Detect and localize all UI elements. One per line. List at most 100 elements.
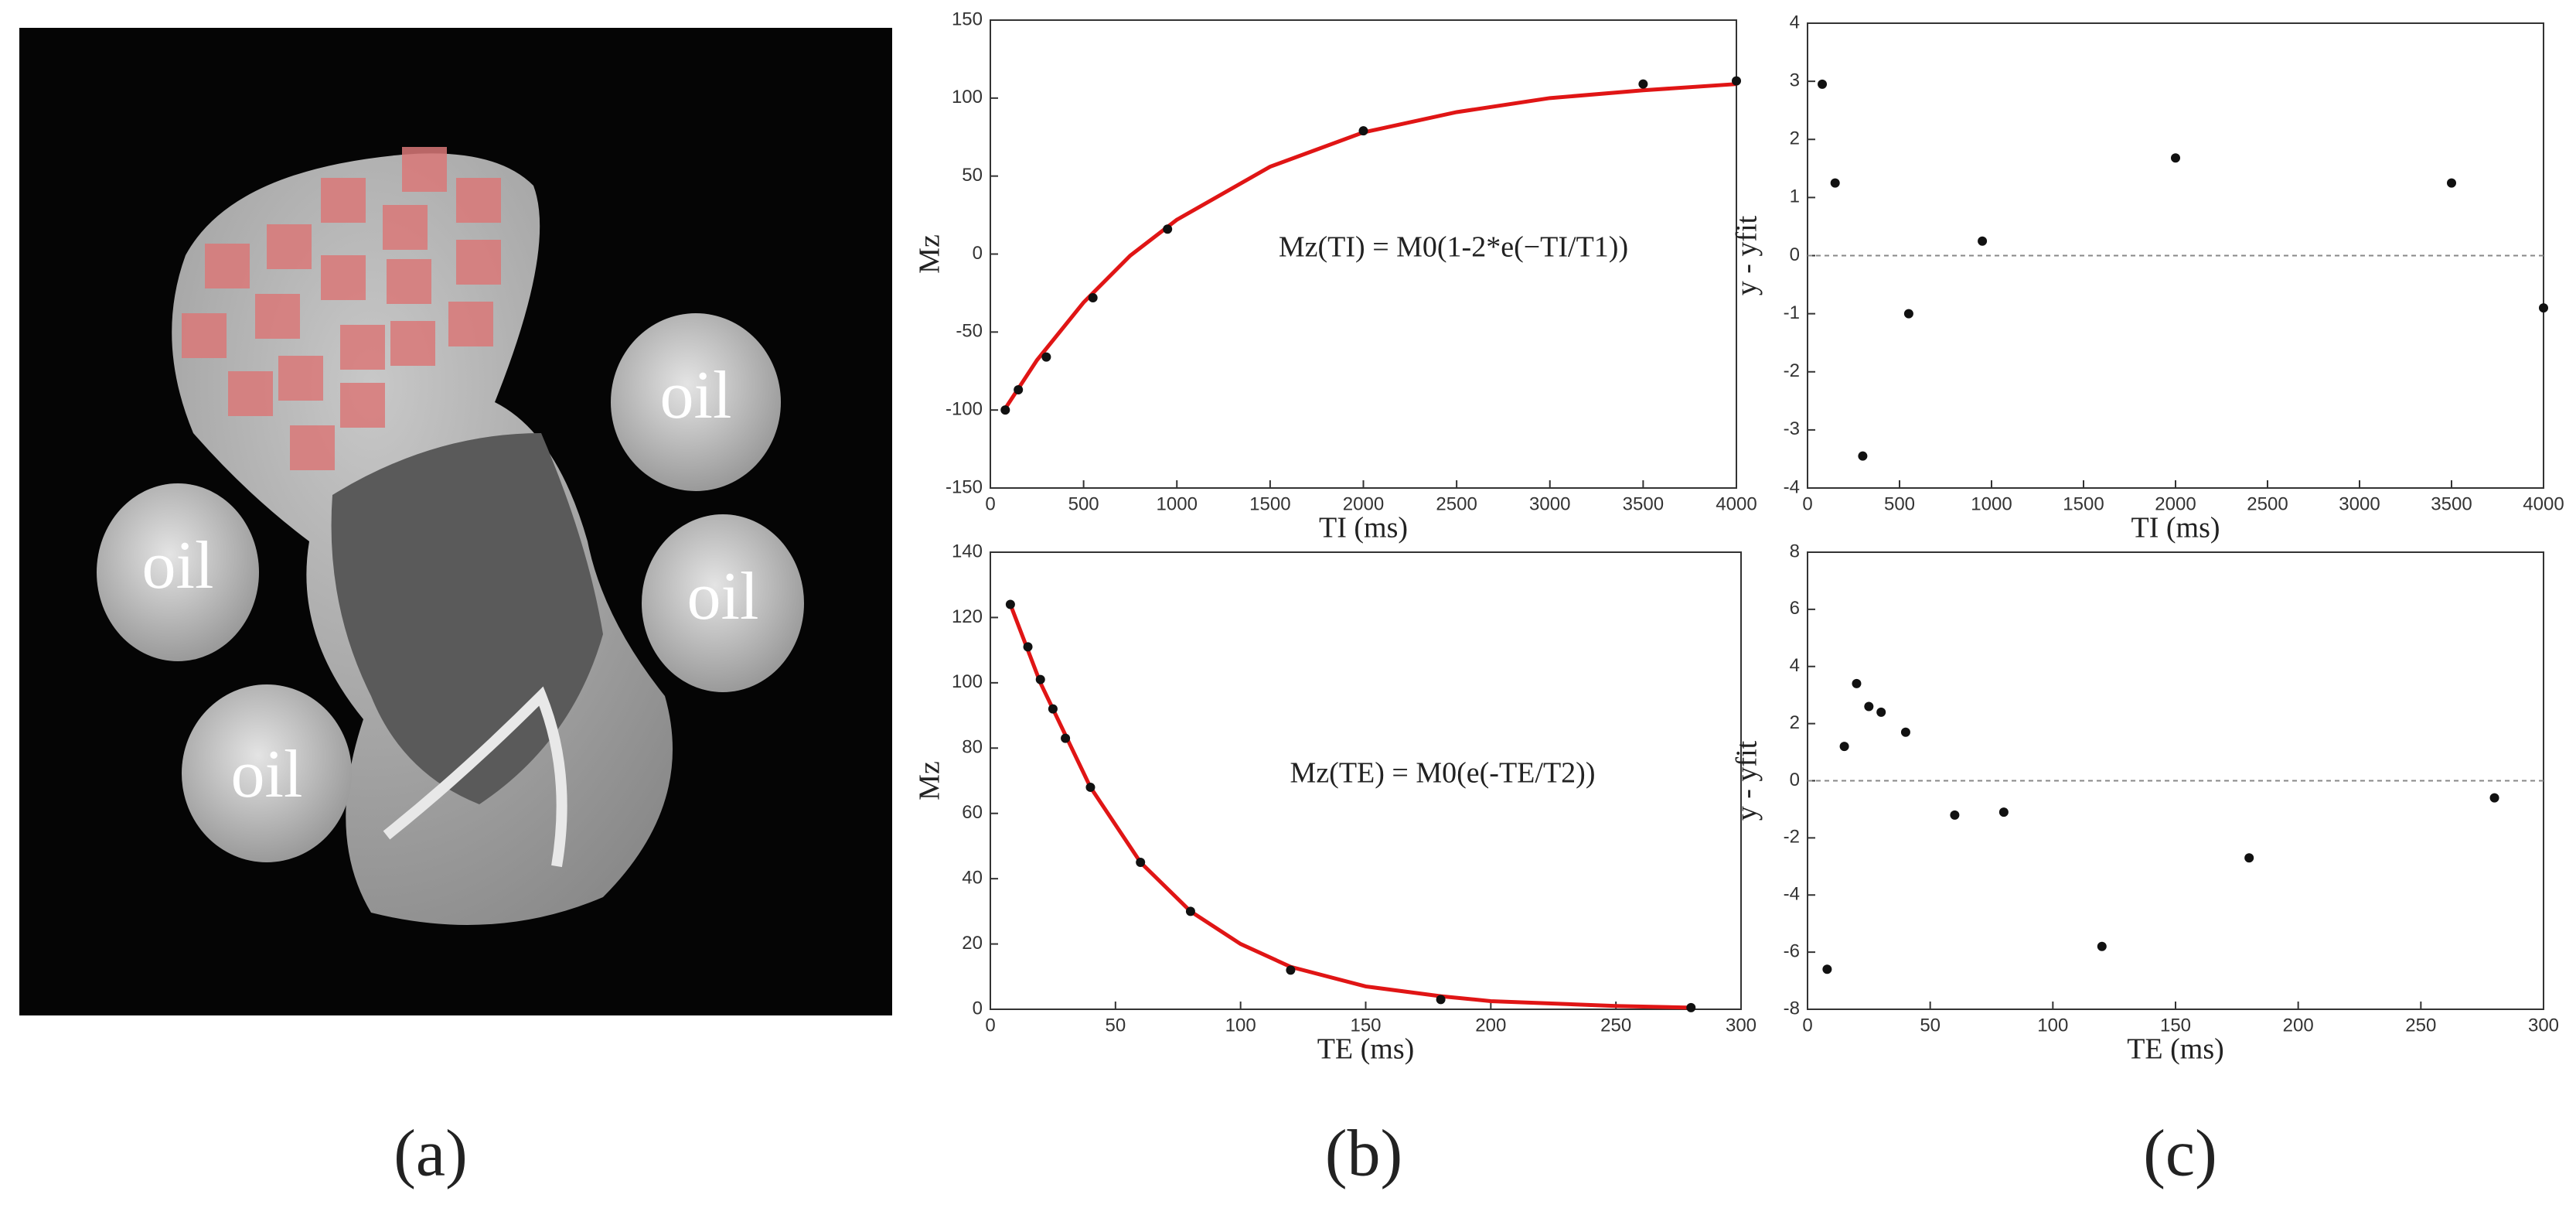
tissue-edge (383, 686, 567, 868)
x-tick-label: 3500 (1623, 493, 1664, 514)
data-point (1998, 807, 2009, 817)
oil-label: oil (660, 358, 732, 433)
data-point (1085, 782, 1095, 792)
y-tick-label: 3 (1790, 70, 1800, 90)
data-point (1061, 733, 1071, 743)
oil-vial (97, 483, 259, 661)
data-point (1014, 384, 1024, 394)
data-point (1852, 678, 1862, 688)
data-point (1900, 727, 1910, 737)
y-tick-label: -150 (946, 476, 983, 497)
data-point (2447, 178, 2456, 188)
x-tick-label: 0 (985, 493, 995, 514)
y-tick-label: 50 (962, 165, 983, 186)
x-axis-label: TI (ms) (2131, 512, 2220, 544)
y-tick-label: 140 (952, 541, 983, 561)
y-tick-label: 4 (1790, 655, 1800, 676)
data-point (1000, 405, 1010, 415)
y-tick-label: 150 (952, 9, 983, 29)
panel-label: (c) (2143, 1116, 2217, 1190)
panel-label: (b) (1325, 1116, 1402, 1190)
data-point (2171, 153, 2180, 163)
y-tick-label: -2 (1784, 827, 1800, 848)
x-tick-label: 4000 (2523, 493, 2564, 514)
x-tick-label: 0 (1802, 493, 1812, 514)
y-tick-label: -100 (946, 399, 983, 420)
x-tick-label: 3500 (2431, 493, 2472, 514)
tissue-inner (331, 433, 603, 804)
x-tick-label: 3000 (1529, 493, 1570, 514)
x-tick-label: 3000 (2339, 493, 2380, 514)
y-tick-label: -8 (1784, 998, 1800, 1019)
mri-image: oil oil oil oil (19, 28, 892, 1015)
x-tick-label: 300 (2528, 1015, 2559, 1036)
x-tick-label: 150 (2160, 1015, 2191, 1036)
x-axis-label: TE (ms) (1317, 1033, 1415, 1066)
y-tick-label: 4 (1790, 12, 1800, 32)
oil-label: oil (231, 737, 303, 812)
data-point (2097, 941, 2107, 951)
y-tick-label: 2 (1790, 712, 1800, 733)
y-tick-label: -6 (1784, 940, 1800, 961)
data-point (1876, 707, 1886, 717)
y-tick-label: -4 (1784, 476, 1800, 497)
y-axis-label: y - yfit (1731, 215, 1763, 295)
x-tick-label: 2000 (1343, 493, 1384, 514)
x-axis-label: TE (ms) (2127, 1033, 2224, 1066)
panel-label: (a) (394, 1116, 467, 1190)
x-tick-label: 100 (1225, 1015, 1256, 1036)
data-point (1830, 178, 1840, 188)
x-tick-label: 0 (985, 1015, 995, 1036)
x-tick-label: 250 (1600, 1015, 1631, 1036)
x-tick-label: 2000 (2155, 493, 2196, 514)
x-tick-label: 2500 (2247, 493, 2288, 514)
y-tick-label: 60 (962, 802, 983, 823)
data-point (1818, 79, 1828, 89)
y-axis-label: y - yfit (1731, 740, 1763, 821)
y-tick-label: 0 (1790, 770, 1800, 790)
data-point (1286, 965, 1296, 975)
annotation: Mz(TI) = M0(1-2*e(−TI/T1)) (1279, 231, 1628, 264)
y-tick-label: -2 (1784, 360, 1800, 381)
x-tick-label: 4000 (1716, 493, 1757, 514)
data-point (1136, 858, 1146, 868)
data-point (1978, 236, 1988, 246)
x-tick-label: 0 (1802, 1015, 1812, 1036)
data-point (1358, 126, 1368, 136)
data-point (1864, 701, 1874, 712)
data-point (2539, 303, 2548, 313)
y-tick-label: 100 (952, 87, 983, 108)
y-tick-label: 100 (952, 671, 983, 692)
y-axis-label: Mz (914, 234, 946, 274)
oil-vial (642, 514, 804, 692)
data-point (1005, 599, 1015, 609)
data-point (1686, 1002, 1696, 1012)
y-tick-label: 20 (962, 933, 983, 954)
y-tick-label: 2 (1790, 128, 1800, 149)
x-tick-label: 1500 (2063, 493, 2104, 514)
x-tick-label: 1000 (1971, 493, 2012, 514)
x-tick-label: 500 (1068, 493, 1099, 514)
y-tick-label: 0 (973, 998, 983, 1019)
data-point (1035, 674, 1045, 684)
roi-squares (182, 147, 501, 470)
y-tick-label: 8 (1790, 541, 1800, 561)
y-tick-label: 40 (962, 867, 983, 888)
fit-line (1008, 603, 1692, 1010)
data-point (1048, 704, 1058, 714)
x-tick-label: 2500 (1436, 493, 1477, 514)
x-tick-label: 200 (1475, 1015, 1506, 1036)
y-tick-label: 0 (973, 243, 983, 264)
annotation: Mz(TE) = M0(e(-TE/T2)) (1290, 757, 1596, 790)
x-tick-label: 150 (1350, 1015, 1381, 1036)
x-tick-label: 200 (2283, 1015, 2314, 1036)
plot-frame (990, 19, 1737, 489)
x-tick-label: 500 (1884, 493, 1915, 514)
y-tick-label: -3 (1784, 418, 1800, 439)
fit-line (1003, 82, 1737, 410)
data-point (1822, 964, 1832, 974)
data-point (1903, 309, 1913, 319)
data-point (1023, 642, 1033, 652)
y-tick-label: 120 (952, 606, 983, 627)
